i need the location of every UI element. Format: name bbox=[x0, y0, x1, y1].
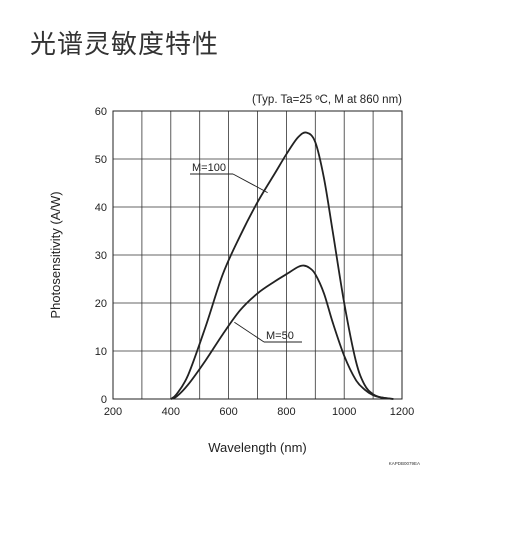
chart-annotations: M=100 M=50 bbox=[190, 162, 302, 343]
annotation-label: M=50 bbox=[266, 330, 294, 342]
x-tick-label: 1200 bbox=[390, 406, 414, 418]
x-tick-label: 200 bbox=[104, 406, 122, 418]
y-tick-label: 50 bbox=[95, 154, 107, 166]
page-title: 光谱灵敏度特性 bbox=[30, 30, 220, 60]
y-tick-labels: 0 10 20 30 40 50 60 bbox=[95, 106, 107, 406]
y-tick-label: 20 bbox=[95, 298, 107, 310]
y-axis-label: Photosensitivity (A/W) bbox=[48, 191, 63, 318]
chart-series bbox=[170, 131, 394, 400]
figure-code: KAPDB0079EA bbox=[389, 461, 420, 466]
y-tick-label: 40 bbox=[95, 202, 107, 214]
series-line-m50 bbox=[170, 264, 394, 400]
plot-frame bbox=[112, 110, 403, 400]
x-tick-labels: 200 400 600 800 1000 1200 bbox=[104, 406, 414, 418]
chart-conditions: (Typ. Ta=25 ºC, M at 860 nm) bbox=[252, 94, 402, 106]
chart-grid bbox=[113, 111, 402, 399]
x-tick-label: 600 bbox=[219, 406, 237, 418]
y-tick-label: 60 bbox=[95, 106, 107, 118]
annotation-leader bbox=[234, 321, 265, 343]
y-tick-label: 0 bbox=[101, 394, 107, 406]
x-tick-label: 1000 bbox=[332, 406, 356, 418]
series-line-m100 bbox=[170, 131, 394, 400]
y-tick-label: 30 bbox=[95, 250, 107, 262]
annotation-label: M=100 bbox=[192, 162, 226, 174]
x-axis-label: Wavelength (nm) bbox=[208, 440, 307, 455]
x-tick-label: 800 bbox=[277, 406, 295, 418]
y-tick-label: 10 bbox=[95, 346, 107, 358]
x-tick-label: 400 bbox=[162, 406, 180, 418]
annotation-leader bbox=[232, 173, 268, 193]
